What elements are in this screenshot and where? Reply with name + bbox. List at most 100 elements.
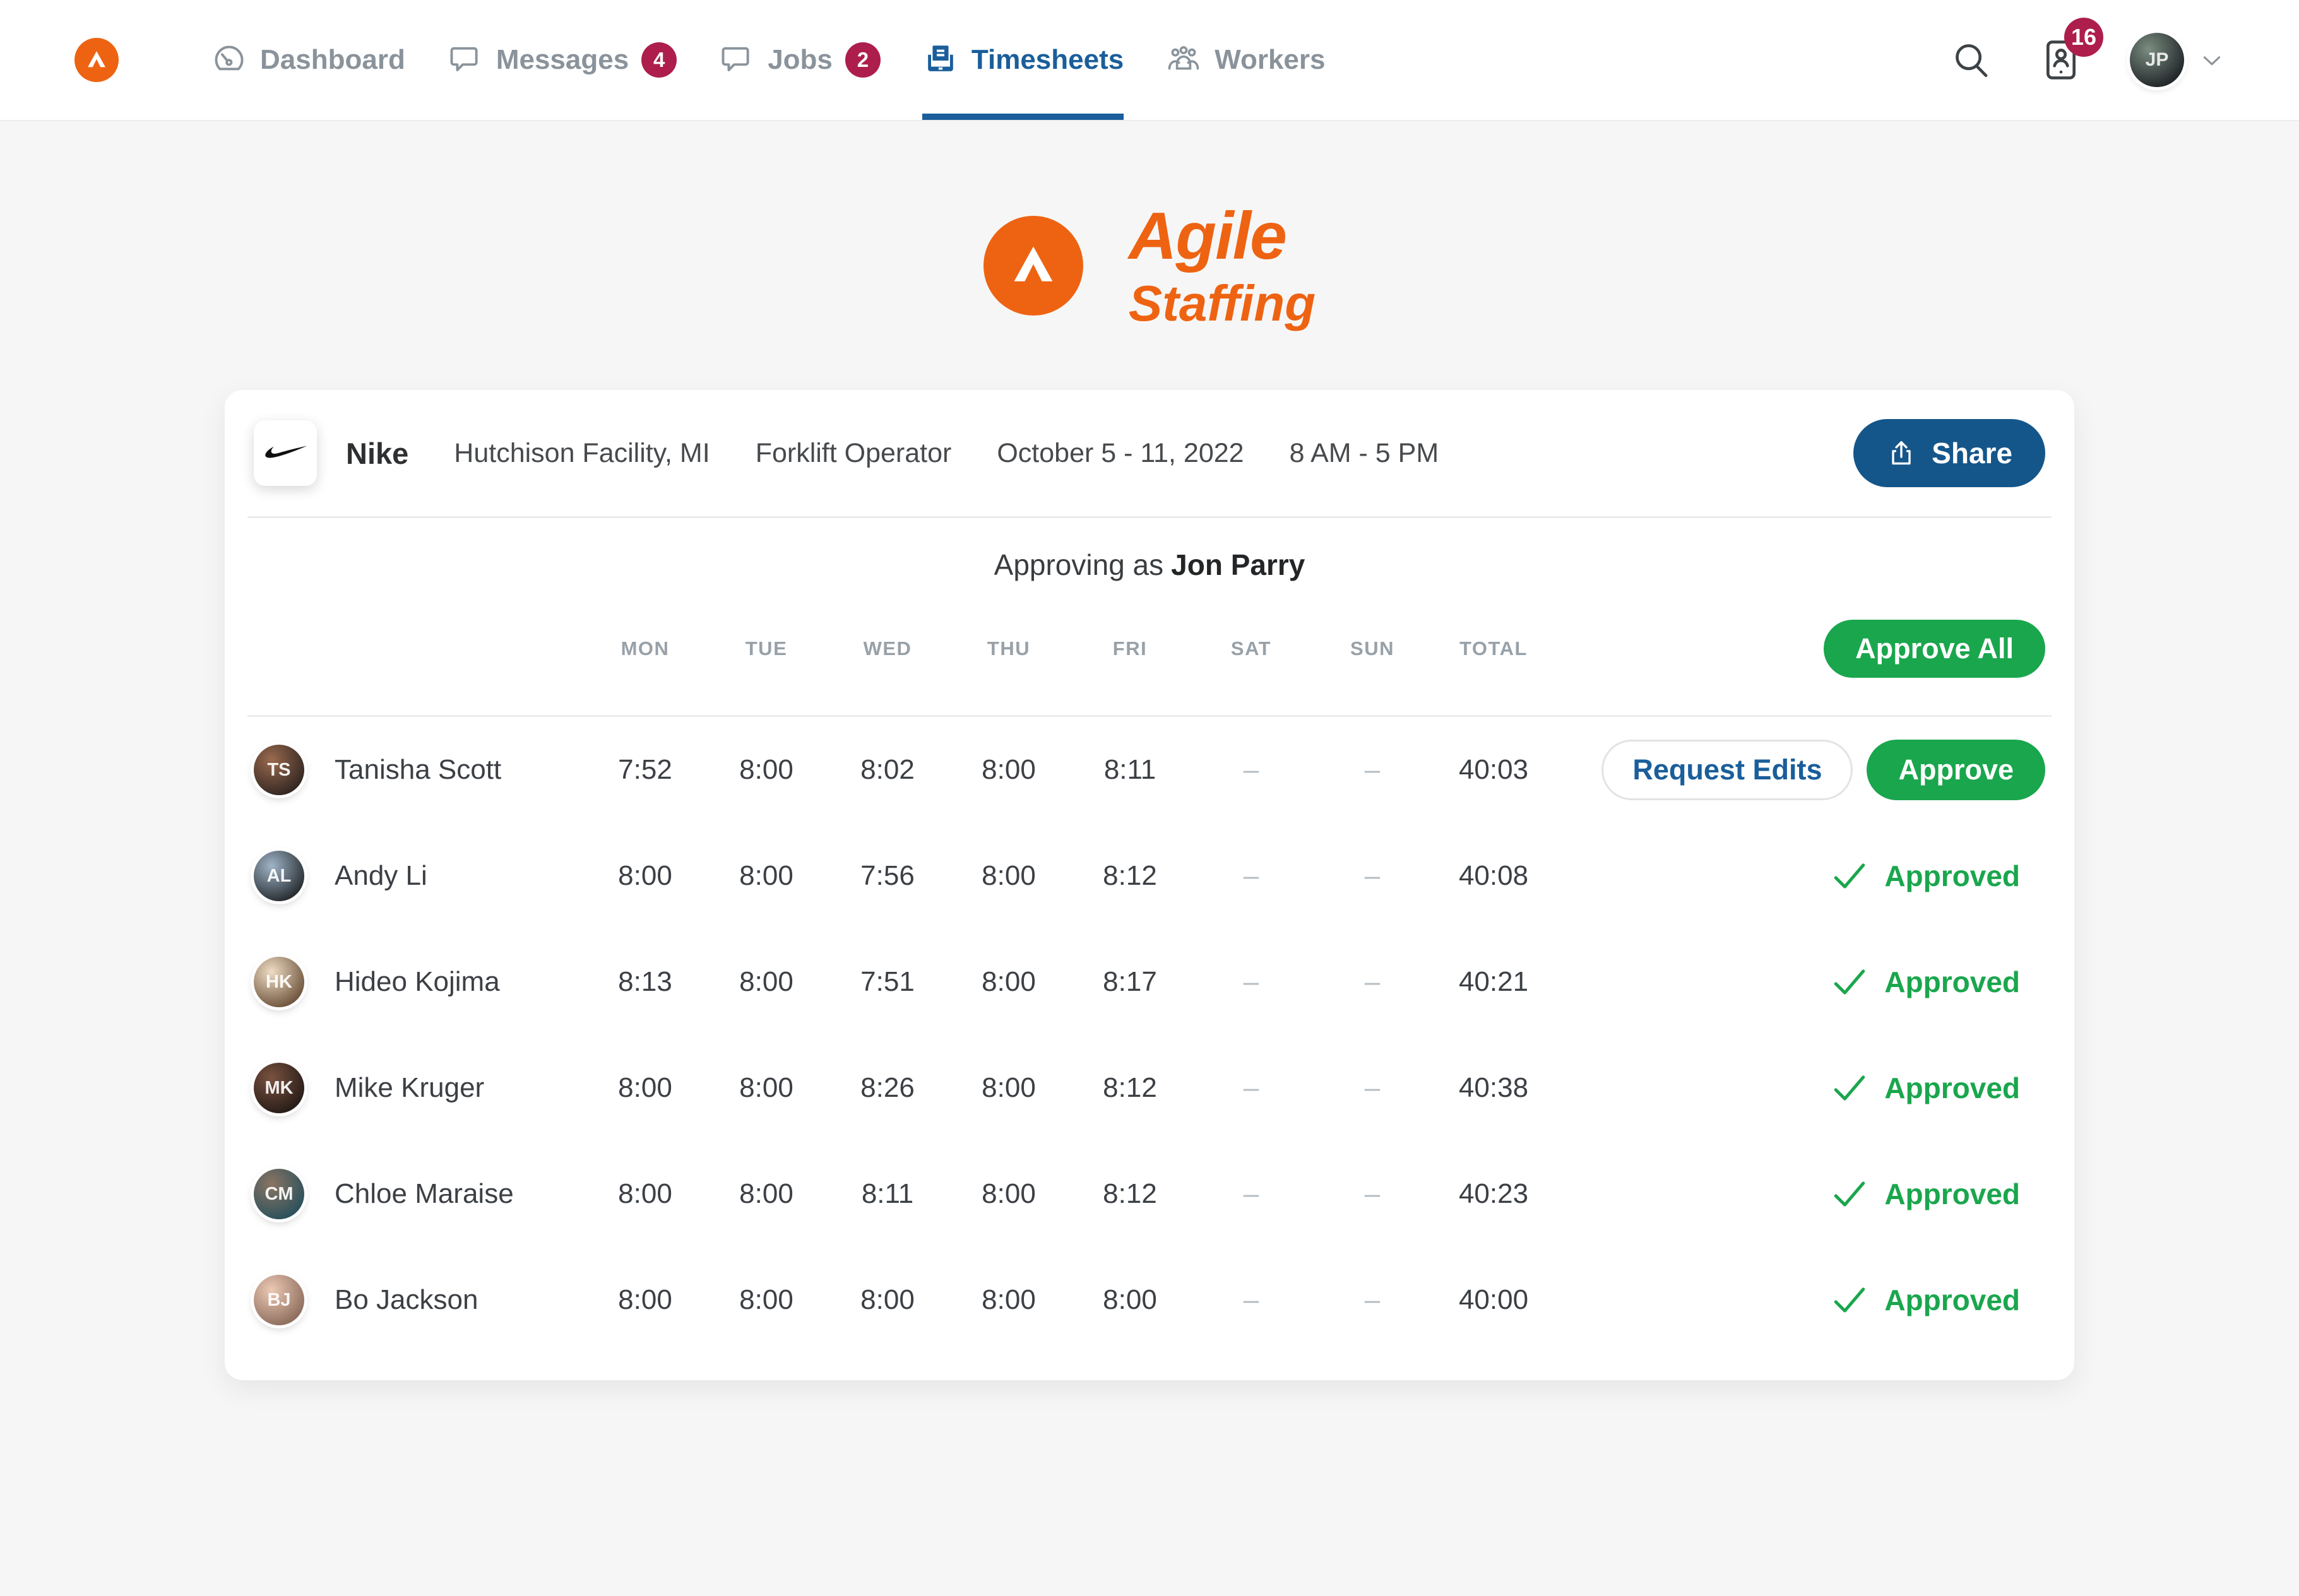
check-icon [1834, 863, 1865, 889]
agile-logo-mark [983, 216, 1083, 316]
approving-prefix: Approving as [994, 548, 1164, 581]
avatar: JP [2130, 33, 2184, 87]
col-sun: SUN [1350, 637, 1394, 659]
search-button[interactable] [1951, 39, 1992, 81]
time-cell: 8:00 [1103, 1284, 1157, 1315]
share-icon [1892, 441, 1911, 465]
chat-bubble-icon [722, 47, 749, 71]
time-cell: 8:00 [618, 1284, 672, 1315]
tab-workers[interactable]: Workers [1165, 0, 1325, 120]
total-cell: 40:21 [1458, 966, 1529, 997]
caret-up-icon [88, 51, 105, 68]
table-row: BJ Bo Jackson 8:00 8:00 8:00 8:00 8:00– –40:00 … [225, 1247, 2074, 1353]
top-nav: Dashboard Messages 4 Jobs 2 Timeshe [0, 0, 2299, 121]
worker-name: Tanisha Scott [335, 754, 502, 785]
logo-word-staffing: Staffing [1128, 275, 1316, 331]
total-cell: 40:03 [1458, 754, 1529, 785]
table-row: AL Andy Li 8:00 8:00 7:56 8:00 8:12 – – 40:08 App… [225, 823, 2074, 929]
worker-avatar: TS [254, 745, 304, 795]
tab-label: Jobs [768, 44, 833, 75]
time-cell-empty: – [1364, 1072, 1381, 1103]
time-cell: 8:00 [982, 1178, 1036, 1209]
notifications-badge: 16 [2064, 18, 2103, 57]
check-icon [1834, 969, 1865, 995]
account-menu[interactable]: JP [2130, 33, 2225, 87]
time-cell: 8:00 [739, 1178, 793, 1209]
job-role: Forklift Operator [755, 437, 952, 468]
time-cell: 8:00 [982, 754, 1036, 785]
tab-label: Timesheets [971, 44, 1124, 75]
time-cell: 8:00 [618, 860, 672, 891]
total-cell: 40:23 [1458, 1178, 1529, 1209]
tab-label: Messages [496, 44, 629, 75]
time-cell-empty: – [1364, 860, 1381, 891]
worker-avatar: MK [254, 1063, 304, 1113]
job-summary-header: Nike Hutchison Facility, MI Forklift Ope… [225, 390, 2074, 516]
approve-button[interactable]: Approve [1867, 740, 2045, 800]
people-group-icon [1168, 46, 1199, 70]
approve-all-button[interactable]: Approve All [1824, 620, 2045, 678]
share-button[interactable]: Share [1853, 419, 2045, 487]
approved-label: Approved [1884, 966, 2020, 998]
time-cell: 8:00 [618, 1178, 672, 1209]
time-cell-empty: – [1364, 754, 1381, 785]
approved-status: Approved [1831, 965, 2020, 999]
worker-name: Mike Kruger [335, 1072, 485, 1103]
time-cell-empty: – [1243, 966, 1259, 997]
time-cell: 8:12 [1103, 860, 1157, 891]
request-edits-button[interactable]: Request Edits [1601, 740, 1853, 800]
time-cell-empty: – [1364, 1284, 1381, 1315]
divider [247, 516, 2052, 518]
worker-name: Bo Jackson [335, 1284, 478, 1315]
tab-jobs[interactable]: Jobs 2 [718, 0, 881, 120]
col-total: TOTAL [1459, 637, 1528, 659]
time-cell-empty: – [1243, 1178, 1259, 1209]
approver-name: Jon Parry [1171, 548, 1305, 581]
time-cell: 8:02 [860, 754, 915, 785]
time-cell: 8:00 [739, 1072, 793, 1103]
facility-name: Hutchison Facility, MI [454, 437, 710, 468]
time-cell: 7:51 [860, 966, 915, 997]
time-cell-empty: – [1364, 966, 1381, 997]
logo-word-agile: Agile [1128, 199, 1287, 273]
col-tue: TUE [745, 637, 788, 659]
messages-count-badge: 4 [641, 42, 677, 78]
col-fri: FRI [1112, 637, 1148, 659]
worker-avatar: BJ [254, 1275, 304, 1325]
timesheet-card: Nike Hutchison Facility, MI Forklift Ope… [225, 390, 2074, 1380]
time-cell: 8:00 [739, 860, 793, 891]
approved-label: Approved [1884, 860, 2020, 892]
col-wed: WED [863, 637, 912, 659]
time-cell: 8:00 [618, 1072, 672, 1103]
time-cell: 8:00 [982, 1072, 1036, 1103]
table-row: TS Tanisha Scott 7:52 8:00 8:02 8:00 8:11 – – 40:… [225, 717, 2074, 823]
contacts-button[interactable]: 16 [2041, 18, 2103, 83]
tab-label: Workers [1215, 44, 1326, 75]
agile-logo-mark[interactable] [74, 38, 119, 82]
time-cell: 8:17 [1103, 966, 1157, 997]
time-cell: 8:00 [982, 966, 1036, 997]
approved-label: Approved [1884, 1072, 2020, 1104]
tab-messages[interactable]: Messages 4 [447, 0, 677, 120]
chevron-down-icon [2203, 56, 2221, 66]
time-cell: 8:00 [739, 754, 793, 785]
share-label: Share [1932, 437, 2012, 470]
approving-as-line: Approving as Jon Parry [225, 547, 2074, 582]
worker-avatar: HK [254, 957, 304, 1007]
worker-name: Chloe Maraise [335, 1178, 514, 1209]
nav-tabs: Dashboard Messages 4 Jobs 2 Timeshe [211, 0, 1325, 120]
col-mon: MON [621, 637, 670, 659]
time-cell: 8:11 [861, 1178, 914, 1209]
approved-status: Approved [1831, 1071, 2020, 1105]
tab-dashboard[interactable]: Dashboard [211, 0, 405, 120]
check-icon [1834, 1287, 1865, 1313]
table-row: CM Chloe Maraise 8:00 8:00 8:11 8:00 8:12 – – 40:… [225, 1141, 2074, 1247]
worker-avatar: CM [254, 1169, 304, 1219]
gauge-icon [215, 45, 244, 71]
tab-timesheets[interactable]: Timesheets [922, 0, 1124, 120]
time-cell-empty: – [1243, 754, 1259, 785]
check-icon [1834, 1181, 1865, 1207]
shift-hours: 8 AM - 5 PM [1289, 437, 1439, 468]
time-cell: 7:52 [618, 754, 672, 785]
time-cell: 8:26 [860, 1072, 915, 1103]
